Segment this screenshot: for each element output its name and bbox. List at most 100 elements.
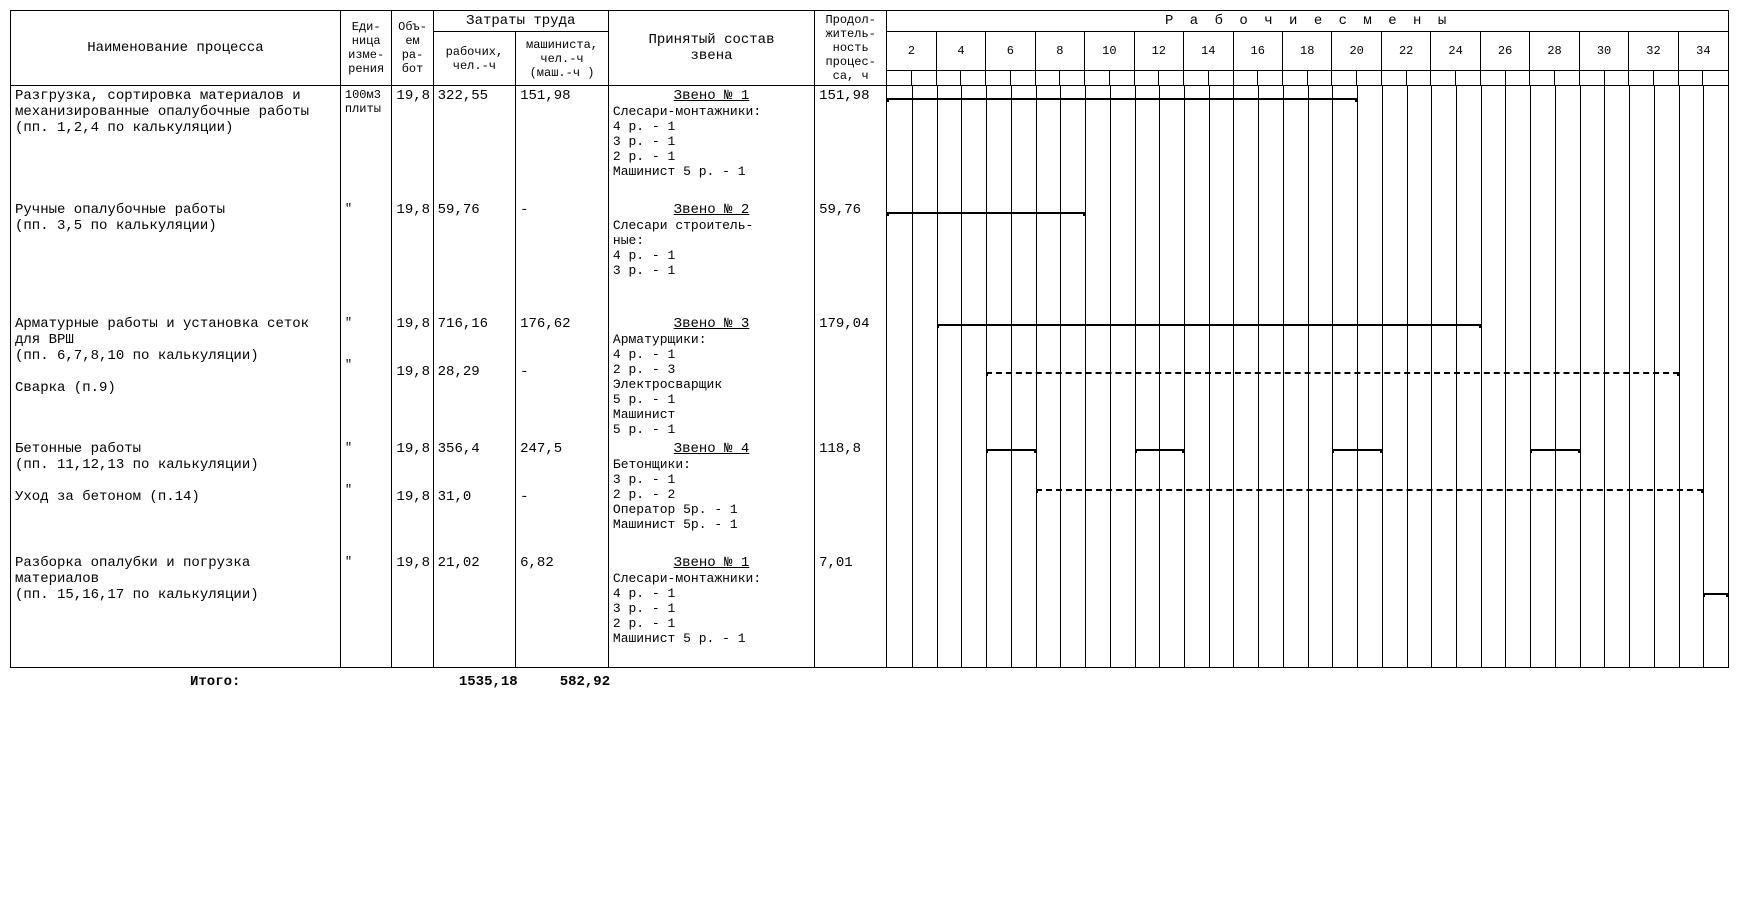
shift-number: 14 (1184, 32, 1233, 71)
volume: 19,8 (392, 86, 433, 201)
shift-subcell (1332, 71, 1357, 86)
gantt-area (887, 86, 1728, 200)
shift-subcell (1184, 71, 1209, 86)
shift-subcell (1282, 71, 1307, 86)
gantt-cell (887, 553, 1729, 668)
gantt-cell (887, 86, 1729, 201)
shift-number: 18 (1282, 32, 1331, 71)
process-name: Арматурные работы и установка сеток для … (11, 314, 341, 439)
header-gantt: Р а б о ч и е с м е н ы (887, 11, 1729, 32)
table-body: Разгрузка, сортировка материалов и механ… (11, 86, 1729, 669)
shift-subcell (1134, 71, 1159, 86)
shift-subcell (1406, 71, 1431, 86)
volume: 19,8 19,8 (392, 314, 433, 439)
shift-number: 28 (1530, 32, 1579, 71)
shift-subcell (1258, 71, 1283, 86)
shift-number: 20 (1332, 32, 1381, 71)
unit: " " (340, 439, 392, 553)
shift-subcell (911, 71, 936, 86)
labor-workers: 716,16 28,29 (433, 314, 515, 439)
shift-subcell (1010, 71, 1035, 86)
gantt-bar (1332, 449, 1381, 451)
gantt-bar (1036, 489, 1704, 491)
shift-subcell (1654, 71, 1679, 86)
shift-number: 2 (887, 32, 936, 71)
shift-number: 10 (1085, 32, 1134, 71)
labor-machinist: 151,98 (516, 86, 609, 201)
shift-number: 30 (1579, 32, 1628, 71)
duration: 59,76 (815, 200, 887, 314)
unit: 100м3 плиты (340, 86, 392, 201)
volume: 19,8 19,8 (392, 439, 433, 553)
gantt-cell (887, 439, 1729, 553)
crew-body: Слесари-монтажники: 4 р. - 1 3 р. - 1 2 … (613, 104, 810, 179)
duration: 151,98 (815, 86, 887, 201)
shift-subcell (986, 71, 1011, 86)
unit: " (340, 200, 392, 314)
footer-row: Итого: 1535,18 582,92 (190, 674, 1729, 690)
duration: 7,01 (815, 553, 887, 668)
process-name: Разборка опалубки и погрузка материалов … (11, 553, 341, 668)
labor-workers: 21,02 (433, 553, 515, 668)
shift-number: 34 (1678, 32, 1728, 71)
gantt-bar (986, 372, 1678, 374)
gantt-bar (1530, 449, 1579, 451)
duration: 118,8 (815, 439, 887, 553)
labor-machinist: 247,5 - (516, 439, 609, 553)
shift-number: 8 (1035, 32, 1084, 71)
shift-subcell (1208, 71, 1233, 86)
header-volume: Объ- ем ра- бот (392, 11, 433, 86)
shift-subcell (1307, 71, 1332, 86)
shift-subcell (1085, 71, 1110, 86)
gantt-area (887, 439, 1728, 553)
labor-machinist: 176,62 - (516, 314, 609, 439)
process-name: Разгрузка, сортировка материалов и механ… (11, 86, 341, 201)
table-row: Разгрузка, сортировка материалов и механ… (11, 86, 1729, 201)
header-duration: Продол- житель- ность процес- са, ч (815, 11, 887, 86)
crew-body: Бетонщики: 3 р. - 1 2 р. - 2 Оператор 5р… (613, 457, 810, 532)
shift-number: 22 (1381, 32, 1430, 71)
crew-title: Звено № 3 (613, 316, 810, 332)
process-name: Ручные опалубочные работы (пп. 3,5 по ка… (11, 200, 341, 314)
labor-machinist: 6,82 (516, 553, 609, 668)
header-name: Наименование процесса (11, 11, 341, 86)
shift-subcell (1505, 71, 1530, 86)
crew-body: Арматурщики: 4 р. - 1 2 р. - 3 Электросв… (613, 332, 810, 437)
shift-subcell (1109, 71, 1134, 86)
shift-subcell (1555, 71, 1580, 86)
table-row: Бетонные работы (пп. 11,12,13 по калькул… (11, 439, 1729, 553)
table-row: Разборка опалубки и погрузка материалов … (11, 553, 1729, 668)
gantt-bar (1135, 449, 1184, 451)
labor-workers: 59,76 (433, 200, 515, 314)
header-unit: Еди- ница изме- рения (340, 11, 392, 86)
shift-subcell (961, 71, 986, 86)
crew-composition: Звено № 3Арматурщики: 4 р. - 1 2 р. - 3 … (608, 314, 814, 439)
crew-title: Звено № 2 (613, 202, 810, 218)
table-row: Арматурные работы и установка сеток для … (11, 314, 1729, 439)
shift-subcell (1629, 71, 1654, 86)
duration: 179,04 (815, 314, 887, 439)
schedule-table: Наименование процесса Еди- ница изме- ре… (10, 10, 1729, 668)
process-name: Бетонные работы (пп. 11,12,13 по калькул… (11, 439, 341, 553)
gantt-cell (887, 314, 1729, 439)
gantt-bar (986, 449, 1035, 451)
gantt-bar (887, 212, 1085, 214)
labor-workers: 356,4 31,0 (433, 439, 515, 553)
volume: 19,8 (392, 200, 433, 314)
shift-number: 12 (1134, 32, 1183, 71)
shift-subcell (1579, 71, 1604, 86)
shift-subcell (1604, 71, 1629, 86)
shift-subcell (1060, 71, 1085, 86)
header-crew: Принятый состав звена (608, 11, 814, 86)
gantt-bar (887, 98, 1357, 100)
footer-workers: 1535,18 (459, 674, 518, 690)
crew-title: Звено № 4 (613, 441, 810, 457)
shift-subcell (936, 71, 961, 86)
crew-composition: Звено № 1Слесари-монтажники: 4 р. - 1 3 … (608, 86, 814, 201)
crew-composition: Звено № 2Слесари строитель- ные: 4 р. - … (608, 200, 814, 314)
shift-number: 4 (936, 32, 985, 71)
shift-number: 24 (1431, 32, 1480, 71)
shift-subcell (1035, 71, 1060, 86)
header-labor-group: Затраты труда (433, 11, 608, 32)
gantt-area (887, 553, 1728, 667)
